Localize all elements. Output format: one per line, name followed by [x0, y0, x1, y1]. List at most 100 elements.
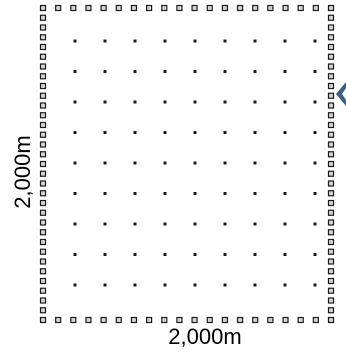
perimeter-marker — [115, 316, 122, 324]
interior-marker — [283, 100, 287, 104]
perimeter-marker — [267, 316, 274, 324]
perimeter-marker — [327, 307, 335, 314]
perimeter-marker — [327, 199, 335, 207]
perimeter-marker — [327, 82, 335, 90]
perimeter-marker — [221, 4, 228, 12]
perimeter-marker — [236, 4, 244, 12]
perimeter-marker — [327, 43, 335, 51]
interior-marker — [133, 100, 137, 104]
interior-marker — [283, 283, 287, 287]
perimeter-marker — [39, 316, 47, 324]
perimeter-marker — [130, 4, 138, 12]
perimeter-marker — [39, 238, 47, 246]
chevron-left-icon — [336, 82, 346, 106]
interior-marker — [193, 131, 197, 134]
interior-marker — [223, 222, 227, 226]
interior-marker — [73, 100, 77, 104]
perimeter-marker — [327, 160, 335, 168]
interior-marker — [313, 253, 317, 256]
perimeter-marker — [39, 34, 47, 41]
perimeter-marker — [85, 4, 92, 12]
interior-marker — [223, 283, 227, 287]
interior-marker — [73, 253, 77, 256]
perimeter-marker — [39, 43, 47, 51]
interior-marker — [73, 192, 77, 195]
interior-marker — [223, 70, 227, 73]
perimeter-marker — [327, 24, 335, 31]
interior-marker — [283, 253, 287, 256]
perimeter-marker — [55, 4, 62, 12]
perimeter-marker — [39, 73, 47, 80]
perimeter-marker — [39, 63, 47, 70]
perimeter-marker — [39, 199, 47, 207]
interior-marker — [313, 192, 317, 195]
perimeter-marker — [327, 190, 335, 197]
interior-marker — [103, 222, 107, 226]
perimeter-marker — [39, 141, 47, 148]
interior-marker — [283, 39, 287, 43]
perimeter-marker — [39, 102, 47, 109]
interior-marker — [73, 283, 77, 287]
perimeter-marker — [312, 4, 319, 12]
perimeter-marker — [85, 316, 92, 324]
perimeter-marker — [130, 316, 138, 324]
interior-marker — [193, 161, 197, 165]
interior-marker — [223, 39, 227, 43]
interior-marker — [73, 131, 77, 134]
perimeter-marker — [327, 53, 335, 60]
interior-marker — [163, 39, 167, 43]
perimeter-marker — [176, 316, 183, 324]
perimeter-marker — [39, 180, 47, 187]
perimeter-marker — [297, 4, 304, 12]
perimeter-marker — [70, 316, 77, 324]
interior-marker — [283, 222, 287, 226]
interior-marker — [133, 131, 137, 134]
interior-marker — [223, 131, 227, 134]
perimeter-marker — [39, 307, 47, 314]
interior-marker — [193, 253, 197, 256]
interior-marker — [133, 222, 137, 226]
interior-marker — [193, 283, 197, 287]
interior-marker — [73, 222, 77, 226]
perimeter-marker — [161, 4, 168, 12]
bottom-dimension-label: 2,000m — [168, 324, 241, 349]
perimeter-marker — [39, 287, 47, 294]
interior-marker — [193, 192, 197, 195]
perimeter-marker — [327, 180, 335, 187]
perimeter-marker — [252, 316, 259, 324]
perimeter-marker — [39, 209, 47, 216]
perimeter-marker — [191, 316, 198, 324]
perimeter-marker — [39, 160, 47, 168]
perimeter-marker — [252, 4, 259, 12]
interior-marker — [163, 283, 167, 287]
perimeter-marker — [161, 316, 168, 324]
interior-marker — [313, 283, 317, 287]
perimeter-marker — [327, 209, 335, 216]
left-dimension-label: 2,000m — [10, 135, 35, 208]
interior-marker — [253, 253, 257, 256]
interior-marker — [253, 131, 257, 134]
perimeter-marker — [39, 297, 47, 304]
perimeter-marker — [327, 121, 335, 129]
perimeter-marker — [327, 277, 335, 285]
perimeter-marker — [327, 268, 335, 275]
interior-marker — [193, 70, 197, 73]
perimeter-marker — [206, 316, 213, 324]
perimeter-marker — [327, 287, 335, 294]
interior-marker — [193, 222, 197, 226]
interior-marker — [283, 131, 287, 134]
interior-marker — [73, 161, 77, 165]
interior-marker — [313, 131, 317, 134]
perimeter-marker — [221, 316, 228, 324]
perimeter-marker — [327, 316, 335, 324]
interior-marker — [103, 131, 107, 134]
perimeter-marker — [327, 73, 335, 80]
interior-marker — [103, 70, 107, 73]
interior-marker — [133, 283, 137, 287]
interior-marker — [253, 39, 257, 43]
interior-marker — [73, 70, 77, 73]
perimeter-marker — [146, 316, 153, 324]
perimeter-marker — [327, 14, 335, 21]
interior-marker — [253, 100, 257, 104]
perimeter-marker — [327, 92, 335, 99]
